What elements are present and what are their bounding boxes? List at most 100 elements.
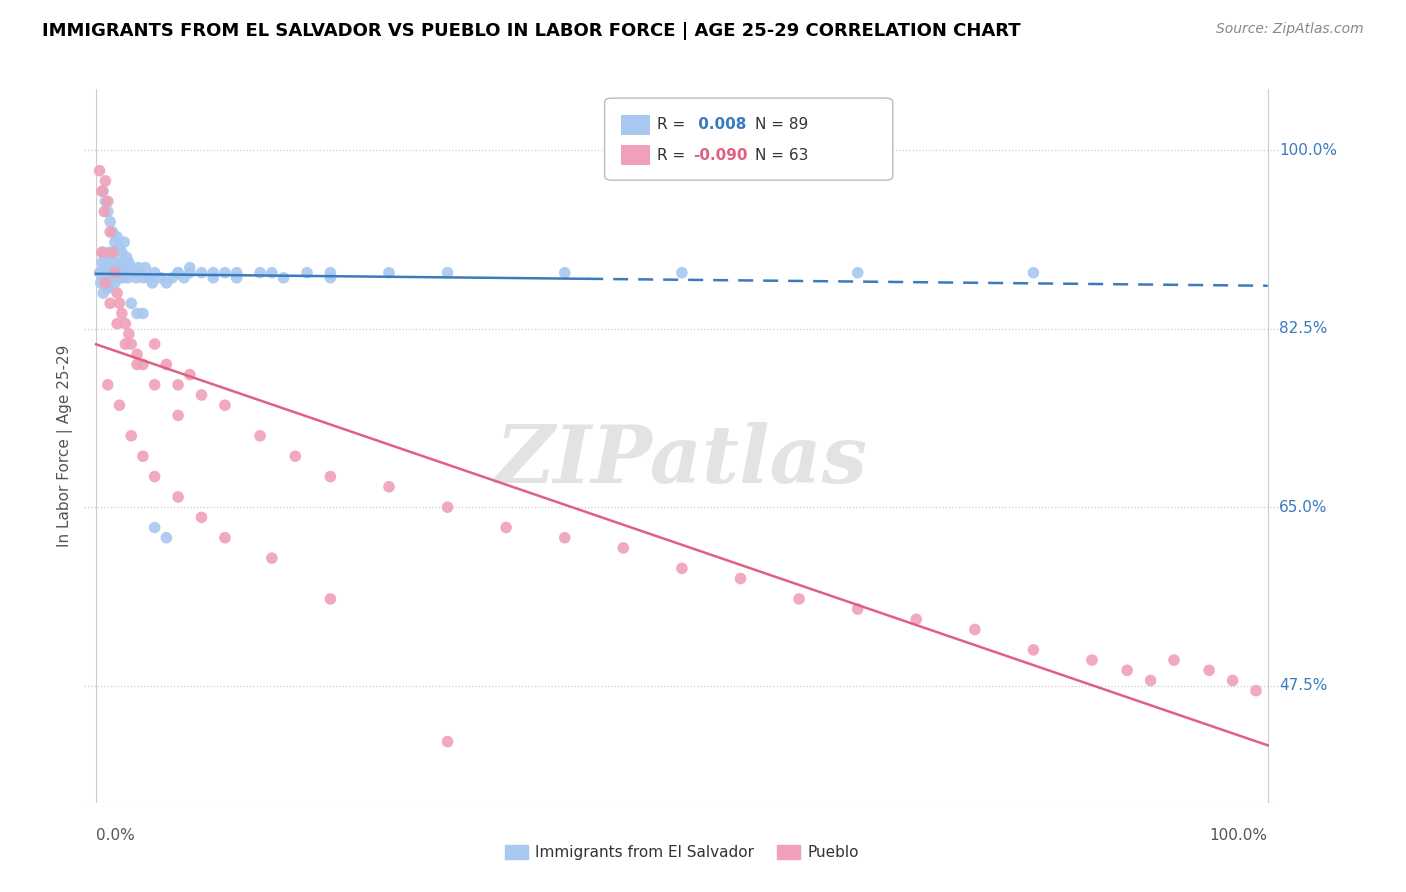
Text: 47.5%: 47.5% (1279, 678, 1327, 693)
Point (319, 591, 342, 606)
Point (143, 469, 166, 483)
Point (167, 266, 190, 280)
Text: N = 89: N = 89 (755, 118, 808, 132)
Point (97, 194, 120, 209)
Point (134, 260, 156, 275)
Text: Source: ZipAtlas.com: Source: ZipAtlas.com (1216, 22, 1364, 37)
Point (162, 270, 183, 285)
Point (101, 270, 124, 285)
Point (143, 520, 166, 534)
Point (671, 266, 693, 280)
Point (94, 174, 117, 188)
Point (101, 225, 124, 239)
Point (108, 240, 131, 254)
Point (132, 270, 155, 285)
Point (127, 358, 149, 372)
Point (100, 255, 122, 269)
Point (98, 296, 121, 310)
Point (1198, 663, 1220, 677)
Text: 0.0%: 0.0% (96, 828, 135, 843)
Text: 100.0%: 100.0% (1209, 828, 1268, 843)
Text: 82.5%: 82.5% (1279, 321, 1327, 336)
Point (155, 531, 177, 545)
Point (167, 490, 190, 504)
Point (89, 163, 111, 178)
Point (105, 286, 128, 301)
Point (112, 235, 135, 249)
Point (111, 245, 134, 260)
Point (1139, 673, 1161, 688)
Point (202, 266, 225, 280)
Point (114, 317, 136, 331)
Point (111, 306, 134, 320)
Point (1244, 683, 1267, 698)
Point (112, 255, 135, 269)
Point (93, 260, 115, 275)
Point (105, 260, 128, 275)
Point (104, 235, 127, 249)
Point (96, 281, 118, 295)
Point (127, 260, 149, 275)
Point (846, 602, 869, 616)
Point (108, 398, 131, 412)
Text: R =: R = (657, 148, 690, 162)
Point (190, 388, 212, 402)
Point (96, 260, 118, 275)
Point (249, 429, 271, 443)
Point (155, 358, 177, 372)
Point (132, 449, 155, 463)
Point (101, 245, 124, 260)
Point (129, 266, 152, 280)
Point (94, 194, 117, 209)
Point (1116, 663, 1139, 677)
Point (436, 266, 458, 280)
Point (98, 266, 121, 280)
Point (249, 266, 271, 280)
Point (202, 270, 225, 285)
Point (120, 337, 142, 351)
Point (612, 541, 634, 555)
Point (90, 276, 112, 290)
Point (98, 276, 121, 290)
Point (90, 184, 114, 198)
Point (97, 377, 120, 392)
Point (179, 260, 201, 275)
Point (98, 225, 121, 239)
Point (436, 734, 458, 748)
Point (90, 255, 114, 269)
Point (98, 245, 120, 260)
Point (495, 520, 517, 534)
Point (1022, 643, 1045, 657)
Point (91, 184, 114, 198)
Point (141, 276, 163, 290)
Point (115, 266, 138, 280)
Point (105, 270, 127, 285)
Point (120, 429, 142, 443)
Point (143, 266, 166, 280)
Point (730, 572, 752, 586)
Point (94, 276, 117, 290)
Point (117, 270, 139, 285)
Point (127, 306, 149, 320)
Point (167, 377, 190, 392)
Text: 0.008: 0.008 (693, 118, 747, 132)
Point (104, 245, 127, 260)
Text: 65.0%: 65.0% (1279, 500, 1327, 515)
Point (173, 270, 195, 285)
Point (127, 347, 149, 361)
Text: R =: R = (657, 118, 690, 132)
Point (104, 266, 127, 280)
Point (378, 480, 401, 494)
Point (260, 551, 283, 566)
Point (105, 230, 128, 244)
Point (91, 245, 114, 260)
Point (149, 270, 172, 285)
Point (179, 368, 201, 382)
Point (155, 276, 177, 290)
Point (93, 204, 115, 219)
Point (94, 251, 117, 265)
Point (214, 266, 236, 280)
Point (100, 270, 122, 285)
Point (98, 215, 121, 229)
Point (143, 377, 166, 392)
